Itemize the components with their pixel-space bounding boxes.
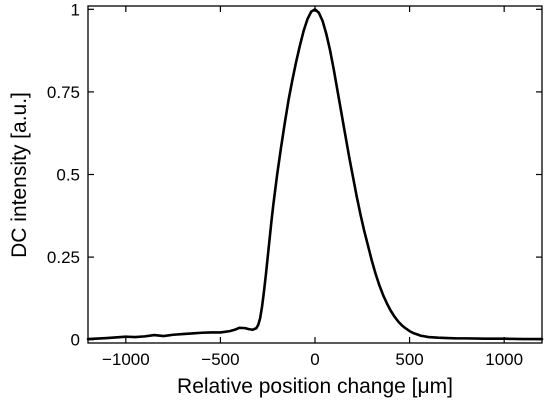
plot-frame (87, 5, 543, 344)
y-tick-label: 0 (71, 331, 80, 350)
y-tick-label: 0.25 (47, 248, 80, 267)
x-tick-label: 500 (395, 350, 423, 369)
labels-layer: −1000 −500 0 500 1000 0 0.25 0.5 0.75 1 (47, 0, 523, 369)
x-axis-title: Relative position change [μm] (177, 375, 453, 398)
ticks-layer (88, 6, 542, 343)
x-tick-label: 1000 (485, 350, 523, 369)
y-axis-title: DC intensity [a.u.] (8, 92, 31, 258)
y-tick-label: 0.5 (56, 166, 80, 185)
x-tick-label: −1000 (102, 350, 150, 369)
y-tick-label: 0.75 (47, 83, 80, 102)
x-tick-label: 0 (310, 350, 319, 369)
x-tick-label: −500 (201, 350, 239, 369)
y-tick-label: 1 (71, 0, 80, 19)
intensity-curve (86, 8, 544, 341)
